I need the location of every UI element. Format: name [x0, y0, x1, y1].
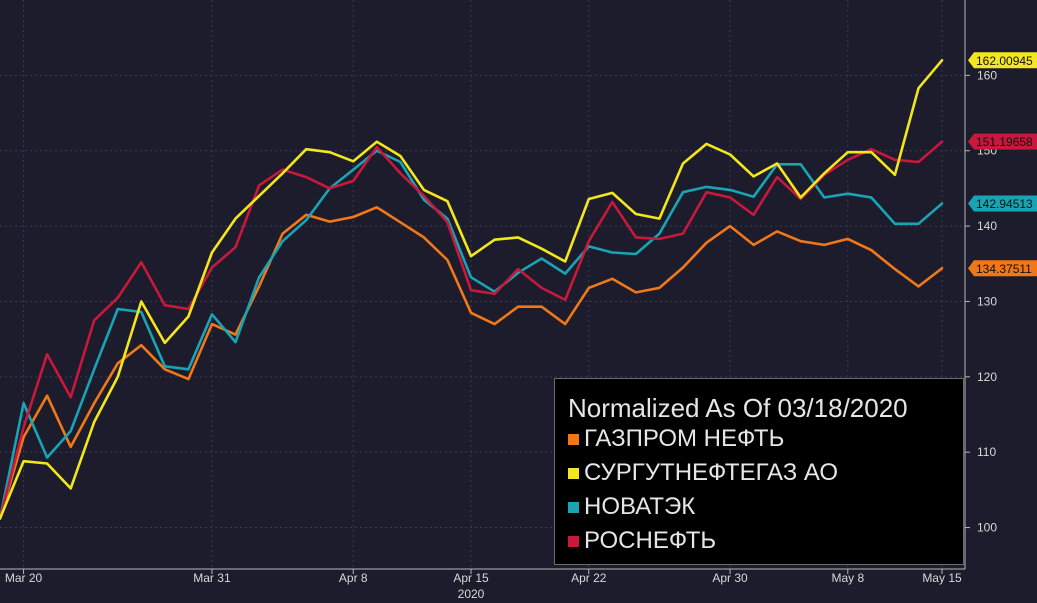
series-lines: [0, 58, 944, 520]
x-tick-label: May 15: [922, 571, 962, 585]
x-year-label: 2020: [458, 587, 485, 601]
x-tick-label: May 8: [831, 571, 864, 585]
gridlines: [0, 0, 965, 569]
legend-label: РОСНЕФТЬ: [584, 527, 717, 554]
legend-label: СУРГУТНЕФТЕГАЗ АО: [584, 459, 839, 486]
legend-item-novatek: НОВАТЭК: [568, 492, 695, 522]
legend-swatch: [568, 501, 579, 513]
last-value-label: 142.94513: [976, 197, 1033, 211]
x-tick-label: Apr 8: [339, 571, 368, 585]
series-line: [0, 58, 944, 520]
x-tick-label: Mar 20: [5, 571, 43, 585]
legend-swatch: [568, 535, 579, 547]
x-tick-label: Apr 30: [712, 571, 748, 585]
last-value-label: 162.00945: [976, 54, 1033, 68]
last-value-tag: [968, 260, 1037, 277]
y-tick-label: 130: [977, 294, 997, 308]
legend-title: Normalized As Of 03/18/2020: [568, 393, 908, 423]
legend-item-surgutneftegaz: СУРГУТНЕФТЕГАЗ АО: [568, 458, 838, 488]
y-tick-label: 110: [977, 445, 996, 459]
x-tick-label: Apr 22: [571, 571, 607, 585]
y-tick-label: 120: [977, 370, 997, 384]
series-line: [0, 206, 944, 520]
last-value-tag: [968, 133, 1037, 150]
legend-item-gazprom-neft: ГАЗПРОМ НЕФТЬ: [568, 424, 784, 454]
last-value-label: 134.37511: [976, 262, 1032, 276]
last-value-tag: [968, 52, 1037, 69]
series-line: [0, 140, 944, 520]
x-tick-label: Mar 31: [193, 571, 231, 585]
legend: Normalized As Of 03/18/2020 ГАЗПРОМ НЕФТ…: [554, 378, 964, 565]
last-value-label: 151.19658: [976, 135, 1033, 149]
legend-label: ГАЗПРОМ НЕФТЬ: [584, 425, 785, 452]
legend-swatch: [568, 467, 579, 479]
last-value-tags: 134.37511 162.00945 142.94513 151.19658: [968, 52, 1037, 277]
legend-item-rosneft: РОСНЕФТЬ: [568, 526, 716, 556]
y-tick-label: 140: [977, 219, 997, 233]
last-value-tag: [968, 195, 1037, 212]
x-tick-label: Apr 15: [453, 571, 489, 585]
legend-label: НОВАТЭК: [584, 493, 696, 520]
y-tick-label: 160: [977, 68, 997, 82]
legend-swatch: [568, 433, 579, 445]
y-tick-label: 100: [977, 521, 997, 535]
series-line: [0, 149, 944, 520]
